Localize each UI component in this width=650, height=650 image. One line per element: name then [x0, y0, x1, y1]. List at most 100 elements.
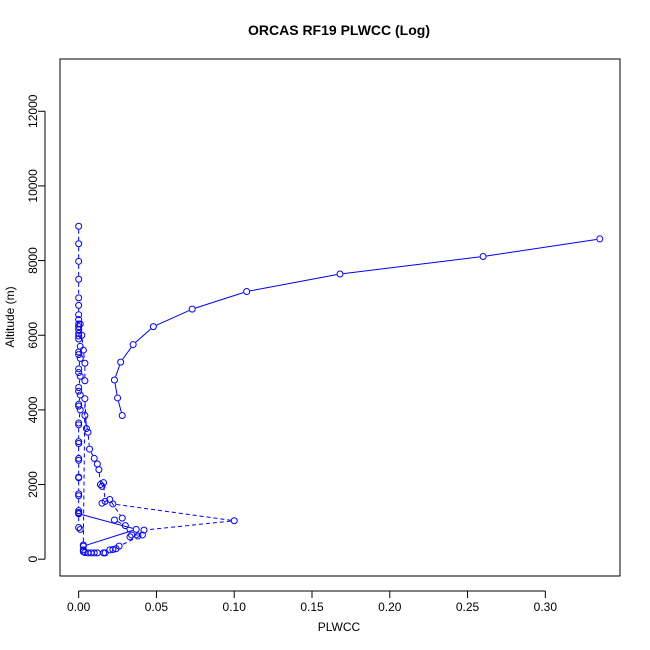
data-point [118, 514, 126, 522]
data-point [110, 516, 118, 524]
series-line-segment [114, 383, 118, 395]
data-point [81, 411, 89, 419]
y-tick-label: 8000 [26, 247, 40, 274]
series-line-segment [78, 413, 81, 420]
series-line-segment [147, 520, 231, 531]
data-point [98, 499, 106, 507]
series-line-segment [486, 238, 597, 257]
data-point [129, 341, 137, 349]
data-point [75, 474, 83, 482]
chart-title: ORCAS RF19 PLWCC (Log) [248, 22, 430, 38]
data-point [75, 454, 83, 462]
data-point [75, 492, 83, 500]
data-point [93, 460, 101, 468]
data-point [132, 525, 140, 533]
data-point [75, 510, 83, 518]
data-point [336, 270, 344, 278]
data-point [243, 288, 251, 296]
data-point [86, 445, 94, 453]
data-point [75, 294, 83, 302]
data-point [79, 346, 87, 354]
series-line-segment [117, 401, 122, 413]
x-tick-label: 0.10 [223, 600, 247, 614]
y-tick-label: 4000 [26, 396, 40, 423]
data-point [109, 500, 117, 508]
y-tick-label: 12000 [26, 94, 40, 128]
data-point [82, 425, 90, 433]
y-tick-label: 2000 [26, 471, 40, 498]
data-point [75, 369, 83, 377]
data-point [76, 391, 84, 399]
data-point [106, 546, 114, 554]
series-line-segment [111, 502, 121, 516]
x-axis-label: PLWCC [318, 620, 361, 634]
data-point [110, 376, 118, 384]
data-point [138, 531, 146, 539]
data-point [90, 454, 98, 462]
data-point [76, 320, 84, 328]
data-point [75, 507, 83, 515]
series-line-segment [98, 473, 101, 482]
data-point [121, 522, 129, 530]
data-point [230, 517, 238, 525]
series-line-segment [135, 328, 152, 343]
data-point [128, 531, 136, 539]
data-point [149, 323, 157, 331]
y-tick-label: 6000 [26, 322, 40, 349]
data-point [75, 421, 83, 429]
data-point [75, 348, 83, 356]
data-point [90, 549, 98, 557]
data-point [75, 419, 83, 427]
data-point [134, 532, 142, 540]
series-line-segment [122, 536, 140, 546]
series-line-segment [126, 528, 130, 534]
data-point [75, 332, 83, 340]
series-line-segment [115, 365, 120, 377]
data-point [117, 358, 125, 366]
data-point [75, 438, 83, 446]
y-tick-label: 0 [26, 556, 40, 563]
series-line-segment [250, 274, 337, 292]
data-point [75, 275, 83, 283]
x-axis: 0.00 0.05 0.10 0.15 0.20 0.25 0.30 [67, 590, 557, 614]
data-point [75, 257, 83, 265]
x-tick-label: 0.15 [300, 600, 324, 614]
series-line-segment [139, 532, 142, 534]
data-point [81, 395, 89, 403]
series-line-segment [82, 402, 86, 542]
series-line-segment [116, 503, 231, 521]
data-point [114, 394, 122, 402]
series-layer [75, 222, 604, 557]
data-point [596, 235, 604, 243]
plot-frame [59, 58, 621, 577]
data-point [118, 411, 126, 419]
series-line-segment [104, 500, 107, 503]
data-point [95, 466, 103, 474]
data-point [100, 479, 108, 487]
data-point [75, 311, 83, 319]
series-line-segment [156, 310, 190, 326]
data-point [76, 342, 84, 350]
series-line-segment [195, 292, 244, 309]
x-tick-label: 0.05 [145, 600, 169, 614]
data-point [75, 316, 83, 324]
data-point [75, 456, 83, 464]
data-point [76, 525, 84, 533]
series-line-segment [80, 327, 82, 332]
series-line-segment [86, 529, 134, 546]
data-point [81, 377, 89, 385]
data-point [78, 331, 86, 339]
data-point [75, 490, 83, 498]
data-point [75, 387, 83, 395]
y-axis-label: Altitude (m) [3, 286, 17, 347]
data-point [140, 526, 148, 534]
data-point [79, 541, 87, 549]
data-point [75, 402, 83, 410]
series-line-segment [81, 338, 84, 347]
series-line-segment [117, 521, 123, 525]
data-point [84, 428, 92, 436]
data-point [75, 240, 83, 248]
data-point [109, 545, 117, 553]
data-point [75, 523, 83, 531]
series-line-segment [84, 402, 87, 426]
